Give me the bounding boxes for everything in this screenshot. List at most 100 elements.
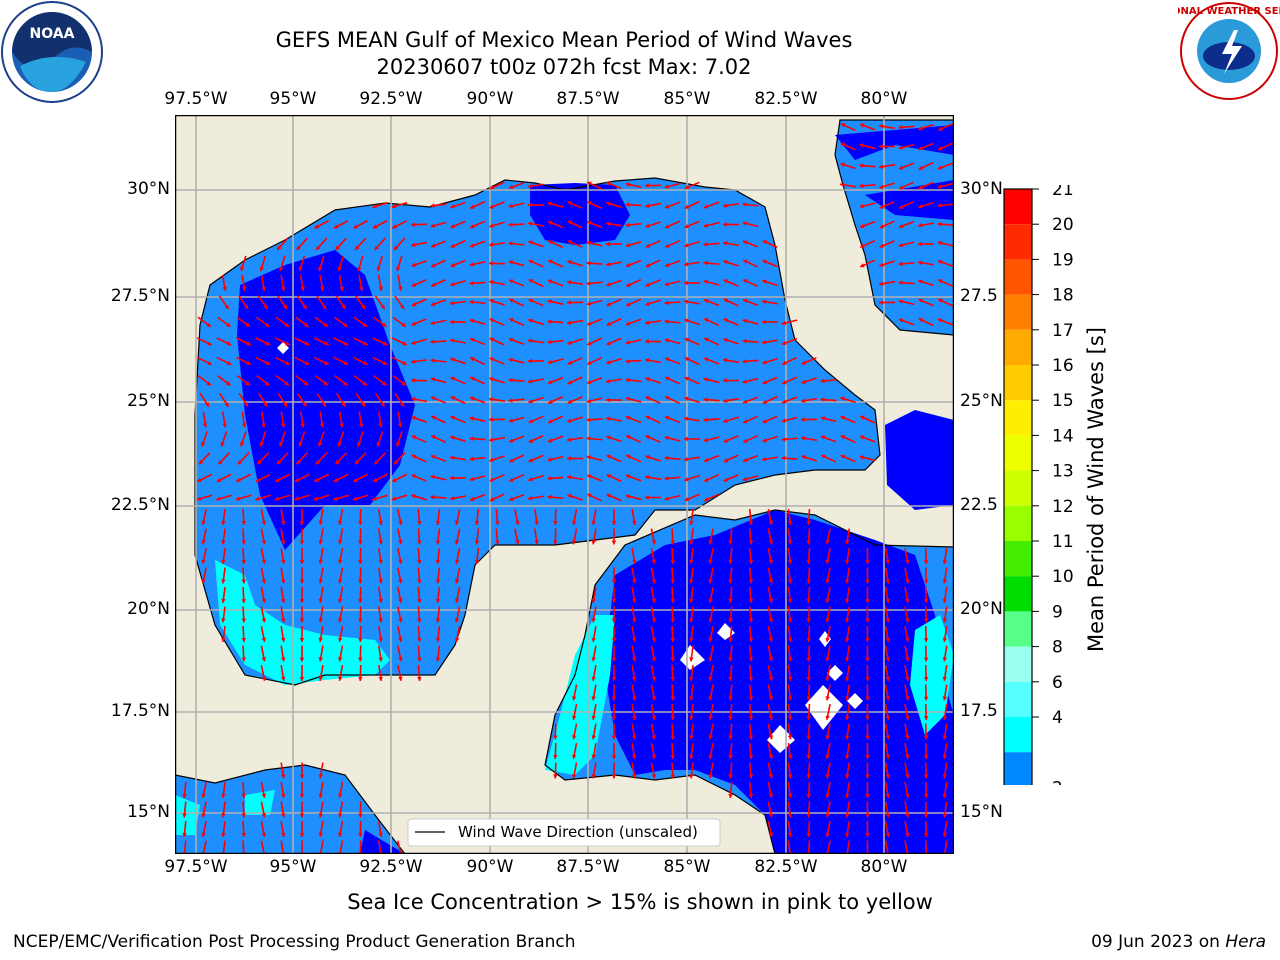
wave-arrowhead [360,304,366,310]
wave-arrowhead [339,423,344,428]
wave-arrowhead [299,579,305,584]
wave-arrowhead [318,832,324,837]
wave-arrowhead [591,540,597,545]
wave-arrowhead [337,266,343,272]
colorbar-band [1004,681,1032,717]
wave-arrowhead [743,399,748,404]
wave-arrowhead [845,735,850,740]
wave-arrowhead [323,322,328,327]
wave-arrowhead [728,618,733,623]
wave-arrowhead [337,676,343,681]
wave-arrowhead [723,298,729,303]
wave-arrowhead [860,243,865,248]
wave-arrowhead [806,813,812,818]
wave-arrowhead [665,376,670,381]
wave-arrowhead [728,715,733,720]
tick-label: 97.5°W [164,857,228,877]
wave-arrowhead [670,657,676,662]
wave-arrowhead [450,376,456,381]
wave-arrowhead [396,266,401,272]
wave-arrowhead [206,322,211,327]
wave-arrowhead [865,657,870,662]
colorbar-tick-label: 2 [1052,778,1063,785]
wave-arrowhead [398,676,403,681]
wave-arrowhead [748,657,754,662]
wave-arrowhead [201,520,206,525]
wave-arrowhead [859,455,865,460]
wave-arrowhead [743,240,748,245]
wave-arrowhead [431,243,436,248]
wave-arrowhead [398,540,403,545]
wave-arrowhead [265,341,271,346]
wave-arrowhead [380,304,385,310]
wave-arrowhead [723,260,728,265]
wave-arrowhead [324,360,329,365]
wave-arrowhead [742,338,747,344]
wave-arrowhead [567,456,571,461]
wave-arrowhead [904,715,910,720]
wave-arrowhead [723,358,728,363]
wave-arrowhead [904,598,910,603]
wave-arrow [807,840,811,854]
wave-arrowhead [509,438,514,443]
wave-arrowhead [300,423,305,428]
wave-arrowhead [684,280,688,286]
wave-arrowhead [938,298,943,303]
wave-arrowhead [378,559,383,564]
wave-arrowhead [708,696,713,701]
wave-arrowhead [704,318,709,323]
wave-arrowhead [221,559,226,564]
wave-arrowhead [489,417,493,422]
wave-arrowhead [684,204,690,209]
wave-arrowhead [825,540,830,545]
wave-arrowhead [255,496,260,501]
wave-arrowhead [942,813,948,818]
wave-arrowhead [645,396,651,401]
wave-arrowhead [450,357,455,362]
wave-arrowhead [904,618,910,623]
wave-arrowhead [787,676,793,681]
wave-arrowhead [631,735,637,740]
wave-arrowhead [337,637,343,642]
wave-arrowhead [450,338,455,343]
tick-label: 85°W [663,857,711,877]
wave-arrowhead [885,774,891,779]
wave-arrowhead [237,459,243,465]
wave-arrowhead [728,754,733,759]
wave-arrowhead [435,618,441,623]
wave-arrowhead [728,559,733,564]
wave-arrowhead [241,286,247,291]
wave-arrowhead [845,579,850,584]
wave-arrowhead [611,716,617,720]
wave-arrowhead [450,396,456,401]
wave-arrowhead [394,245,399,250]
colorbar-band [1004,259,1032,295]
wave-arrowhead [664,435,670,441]
wave-arrowhead [240,266,245,272]
lat-lon-grid [175,115,954,854]
wave-arrowhead [528,338,533,344]
wave-arrowhead [923,560,929,564]
wave-arrowhead [762,399,768,404]
wave-arrowhead [354,459,360,465]
wave-arrowhead [587,201,592,206]
wave-arrowhead [806,599,812,603]
wave-arrowhead [904,813,910,818]
wave-arrowhead [918,298,924,304]
masked-area [805,685,843,730]
wave-arrowhead [723,222,727,227]
wave-arrowhead [689,754,694,759]
wave-arrowhead [899,318,904,323]
wave-arrowhead [303,322,309,327]
wave-arrowhead [282,304,288,310]
wave-arrowhead [845,657,850,662]
wave-arrowhead [768,618,774,623]
wave-arrowhead [207,360,212,365]
wave-arrowhead [845,774,850,779]
wave-arrowhead [748,559,754,564]
wave-arrowhead [299,521,305,525]
wave-arrowhead [454,579,460,584]
wave-arrowhead [898,242,904,248]
wave-arrowhead [651,676,657,681]
colorbar-tick-label: 8 [1052,638,1063,658]
